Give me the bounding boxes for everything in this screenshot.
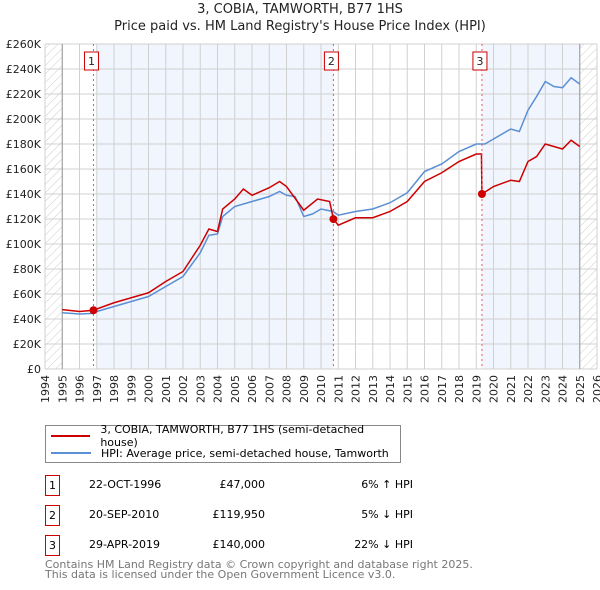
x-tick-label: 2015: [401, 375, 414, 403]
x-tick-label: 2000: [143, 375, 156, 403]
x-tick-label: 1996: [74, 375, 87, 403]
y-tick-label: £120K: [6, 213, 42, 226]
legend-label-property: 3, COBIA, TAMWORTH, B77 1HS (semi-detach…: [100, 423, 365, 449]
sale-point: [89, 306, 98, 315]
x-tick-label: 2010: [315, 375, 328, 403]
hpi-line: [62, 76, 581, 315]
sale-label: 1: [88, 55, 95, 68]
y-tick-label: £200K: [6, 113, 42, 126]
x-tick-label: 2006: [246, 375, 259, 403]
x-tick-label: 2005: [229, 375, 242, 403]
sale-point: [329, 215, 338, 224]
legend: 3, COBIA, TAMWORTH, B77 1HS (semi-detach…: [45, 423, 401, 463]
sale-label: 2: [328, 55, 335, 68]
y-tick-label: £40K: [13, 313, 42, 326]
x-tick-label: 2020: [488, 375, 501, 403]
chart-title: 3, COBIA, TAMWORTH, B77 1HS: [197, 2, 403, 17]
x-tick-label: 2009: [298, 375, 311, 403]
x-tick-label: 1995: [56, 375, 69, 403]
x-tick-label: 2019: [470, 375, 483, 403]
x-tick-label: 2023: [539, 375, 552, 403]
property-price-line: [62, 139, 581, 313]
x-tick-label: 2003: [194, 375, 207, 403]
x-tick-label: 2021: [505, 375, 518, 403]
y-tick-label: £100K: [6, 238, 42, 251]
sale-badge: 1: [45, 475, 60, 496]
sale-hpi-diff: 5% ↓ HPI: [361, 508, 413, 521]
x-tick-label: 2013: [367, 375, 380, 403]
footer-line-1: Contains HM Land Registry data © Crown c…: [45, 558, 473, 571]
x-tick-label: 2016: [419, 375, 432, 403]
x-tick-label: 2008: [281, 375, 294, 403]
y-tick-label: £60K: [13, 288, 42, 301]
x-tick-label: 2018: [453, 375, 466, 403]
chart-subtitle: Price paid vs. HM Land Registry's House …: [114, 19, 486, 34]
sale-date: 20-SEP-2010: [89, 508, 160, 521]
x-tick-label: 2001: [160, 375, 173, 403]
footer: Contains HM Land Registry data © Crown c…: [45, 558, 473, 581]
y-tick-label: £160K: [6, 163, 42, 176]
x-tick-label: 2007: [263, 375, 276, 403]
plot-area: 1994 1995 1996 1997 1998 1999 2000 2001 2002 2003…: [6, 38, 600, 403]
x-tick-label: 1994: [39, 375, 52, 403]
y-tick-label: £140K: [6, 188, 42, 201]
y-tick-label: £0: [27, 363, 41, 376]
sale-hpi-diff: 6% ↑ HPI: [361, 478, 413, 491]
shade-period-3: [481, 44, 580, 369]
sale-badge: 2: [45, 505, 60, 526]
x-tick-label: 2002: [177, 375, 190, 403]
y-tick-label: £240K: [6, 63, 42, 76]
x-tick-label: 1998: [108, 375, 121, 403]
y-tick-label: £180K: [6, 138, 42, 151]
x-tick-label: 1997: [91, 375, 104, 403]
y-tick-label: £220K: [6, 88, 42, 101]
x-tick-label: 1999: [125, 375, 138, 403]
legend-label-hpi: HPI: Average price, semi-detached house,…: [101, 446, 389, 460]
sale-label: 3: [476, 55, 483, 68]
sale-price: £140,000: [212, 538, 266, 551]
x-tick-label: 2014: [384, 375, 397, 403]
sale-label-box: [472, 51, 488, 71]
sale-date: 22-OCT-1996: [89, 478, 162, 491]
y-tick-label: £80K: [13, 263, 42, 276]
x-tick-label: 2022: [522, 375, 535, 403]
sale-label-box: [323, 51, 339, 71]
sale-label-box: [83, 51, 99, 71]
hatch-after: [579, 44, 597, 369]
sale-price: £119,950: [212, 508, 266, 521]
legend-swatch-property: [51, 435, 91, 437]
shade-period-1: [96, 44, 334, 369]
sale-badge: 3: [45, 535, 60, 556]
legend-swatch-hpi: [51, 452, 91, 454]
sale-row: 1 22-OCT-1996 £47,000 6% ↑ HPI: [45, 475, 445, 496]
x-tick-label: 2011: [332, 375, 345, 403]
x-tick-label: 2024: [557, 375, 570, 403]
x-tick-label: 2017: [436, 375, 449, 403]
sale-date: 29-APR-2019: [89, 538, 161, 551]
sale-hpi-diff: 22% ↓ HPI: [354, 538, 413, 551]
sale-row: 2 20-SEP-2010 £119,950 5% ↓ HPI: [45, 505, 445, 526]
sale-row: 3 29-APR-2019 £140,000 22% ↓ HPI: [45, 535, 445, 556]
sale-point: [477, 190, 486, 198]
x-tick-label: 2025: [574, 375, 587, 403]
hatch-before: [45, 44, 63, 369]
sale-price: £47,000: [219, 478, 266, 491]
y-tick-label: £20K: [13, 338, 42, 351]
x-tick-label: 2004: [212, 375, 225, 403]
x-tick-label: 2012: [350, 375, 363, 403]
x-tick-label: 2026: [591, 375, 600, 403]
y-tick-label: £260K: [6, 38, 42, 51]
footer-line-2: This data is licensed under the Open Gov…: [45, 568, 396, 581]
